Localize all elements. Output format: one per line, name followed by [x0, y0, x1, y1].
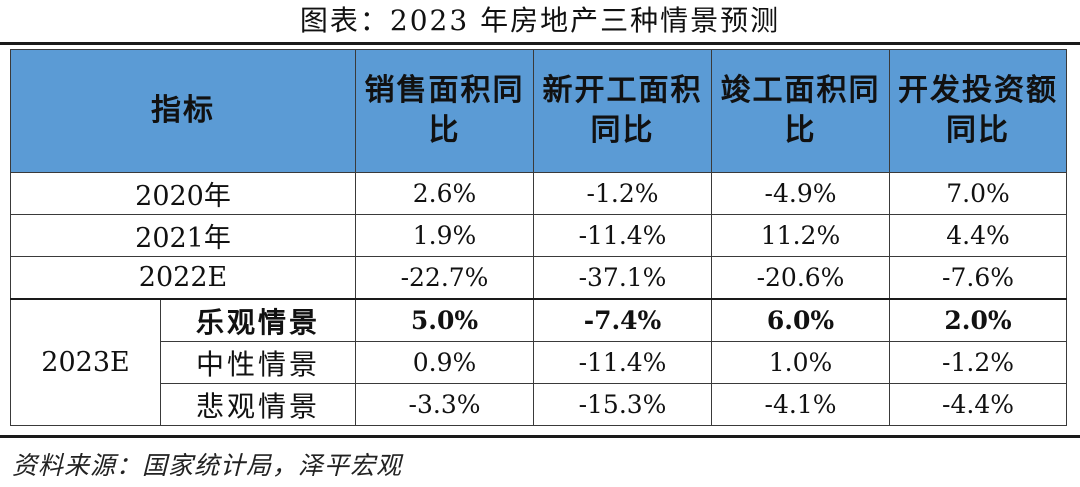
- header-indicator: 指标: [10, 49, 356, 173]
- cell: -3.3%: [355, 383, 534, 426]
- forecast-table: 指标 销售面积同比 新开工面积同比 竣工面积同比 开发投资额同比 2020年 2…: [10, 49, 1067, 426]
- cell: -7.6%: [889, 256, 1067, 300]
- cell: -11.4%: [533, 214, 712, 257]
- page-title: 图表：2023 年房地产三种情景预测: [299, 4, 781, 37]
- header-new-starts: 新开工面积同比: [533, 49, 712, 173]
- table-row-pessimistic: 悲观情景 -3.3% -15.3% -4.1% -4.4%: [11, 383, 1067, 426]
- cell: -22.7%: [355, 256, 534, 300]
- source-note: 资料来源：国家统计局，泽平宏观: [12, 451, 403, 480]
- cell: -11.4%: [533, 341, 712, 384]
- row-label: 2022E: [10, 256, 356, 300]
- table-row-neutral: 中性情景 0.9% -11.4% 1.0% -1.2%: [11, 341, 1067, 384]
- cell: 6.0%: [711, 298, 890, 342]
- cell: 11.2%: [711, 214, 890, 257]
- row-label: 2020年: [10, 172, 356, 215]
- cell: -20.6%: [711, 256, 890, 300]
- cell: 1.0%: [711, 341, 890, 384]
- cell: 4.4%: [889, 214, 1067, 257]
- table-row: 2020年 2.6% -1.2% -4.9% 7.0%: [10, 172, 1067, 215]
- cell: 5.0%: [355, 298, 534, 342]
- cell: -1.2%: [533, 172, 712, 215]
- scenario-label: 悲观情景: [160, 383, 356, 426]
- top-rule: [0, 42, 1080, 45]
- cell: 2.6%: [355, 172, 534, 215]
- cell: -37.1%: [533, 256, 712, 300]
- header-investment: 开发投资额同比: [889, 49, 1067, 173]
- row-label: 2021年: [10, 214, 356, 257]
- cell: 0.9%: [355, 341, 534, 384]
- scenario-label: 乐观情景: [160, 298, 356, 342]
- header-row: 指标 销售面积同比 新开工面积同比 竣工面积同比 开发投资额同比: [10, 49, 1067, 173]
- bottom-rule: [0, 435, 1080, 438]
- header-completions: 竣工面积同比: [711, 49, 890, 173]
- cell: 7.0%: [889, 172, 1067, 215]
- cell: -7.4%: [533, 298, 712, 342]
- cell: -15.3%: [533, 383, 712, 426]
- table-row: 2021年 1.9% -11.4% 11.2% 4.4%: [10, 214, 1067, 257]
- cell: -4.4%: [889, 383, 1067, 426]
- cell: 2.0%: [889, 298, 1067, 342]
- cell: -4.1%: [711, 383, 890, 426]
- cell: -4.9%: [711, 172, 890, 215]
- forecast-year-label: 2023E: [10, 298, 161, 426]
- header-sales-area: 销售面积同比: [355, 49, 534, 173]
- cell: -1.2%: [889, 341, 1067, 384]
- table-row-optimistic: 2023E 乐观情景 5.0% -7.4% 6.0% 2.0%: [10, 298, 1067, 426]
- cell: 1.9%: [355, 214, 534, 257]
- scenario-label: 中性情景: [160, 341, 356, 384]
- table-row: 2022E -22.7% -37.1% -20.6% -7.6%: [10, 256, 1067, 300]
